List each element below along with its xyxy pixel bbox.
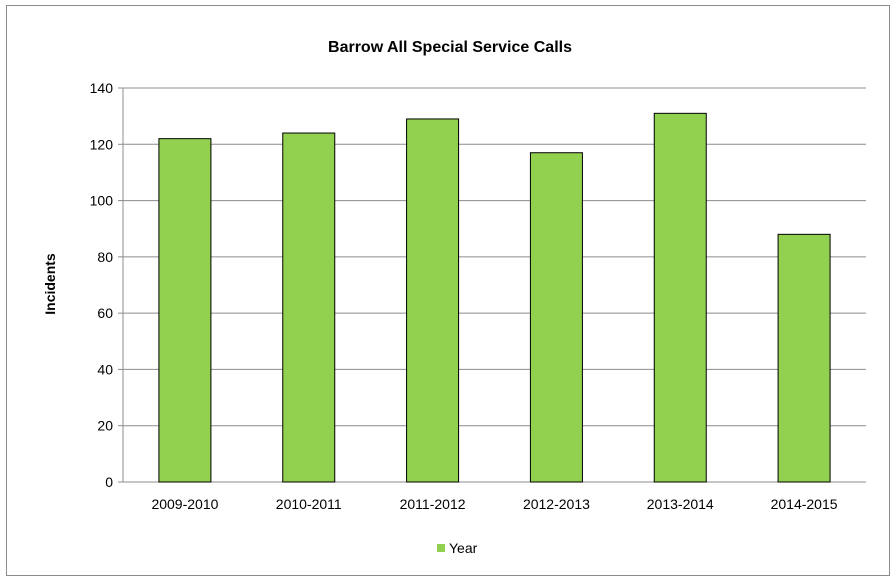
y-tick-label: 120 — [90, 136, 114, 152]
legend: Year — [437, 540, 478, 556]
x-tick-label: 2014-2015 — [771, 496, 838, 512]
bar-2010-2011 — [282, 132, 336, 483]
bar-2012-2013 — [529, 152, 583, 483]
x-tick-label: 2012-2013 — [523, 496, 590, 512]
bar-2014-2015 — [777, 233, 831, 483]
y-axis-label: Incidents — [42, 253, 58, 315]
y-tick-label: 140 — [90, 80, 114, 96]
x-tick-label: 2010-2011 — [276, 496, 342, 512]
bar-2011-2012 — [406, 118, 460, 483]
chart-title: Barrow All Special Service Calls — [328, 39, 572, 56]
x-axis-ticks: 2009-2010 2010-2011 2011-2012 2012-2013 2013… — [151, 496, 837, 512]
y-tick-label: 40 — [97, 361, 113, 377]
gridlines — [122, 87, 866, 483]
y-tick-label: 60 — [97, 305, 113, 321]
bar-2009-2010 — [158, 138, 212, 483]
y-tick-label: 20 — [97, 418, 113, 434]
y-tick-label: 80 — [97, 249, 113, 265]
x-tick-label: 2011-2012 — [400, 496, 466, 512]
bar-2013-2014 — [653, 112, 707, 483]
y-axis-ticks: 0 20 40 60 80 100 120 140 — [90, 80, 123, 490]
legend-swatch — [437, 544, 445, 552]
x-tick-label: 2009-2010 — [151, 496, 218, 512]
bars — [158, 112, 831, 483]
y-tick-label: 100 — [90, 193, 114, 209]
y-tick-label: 0 — [105, 474, 113, 490]
legend-label: Year — [449, 540, 478, 556]
x-tick-label: 2013-2014 — [647, 496, 714, 512]
